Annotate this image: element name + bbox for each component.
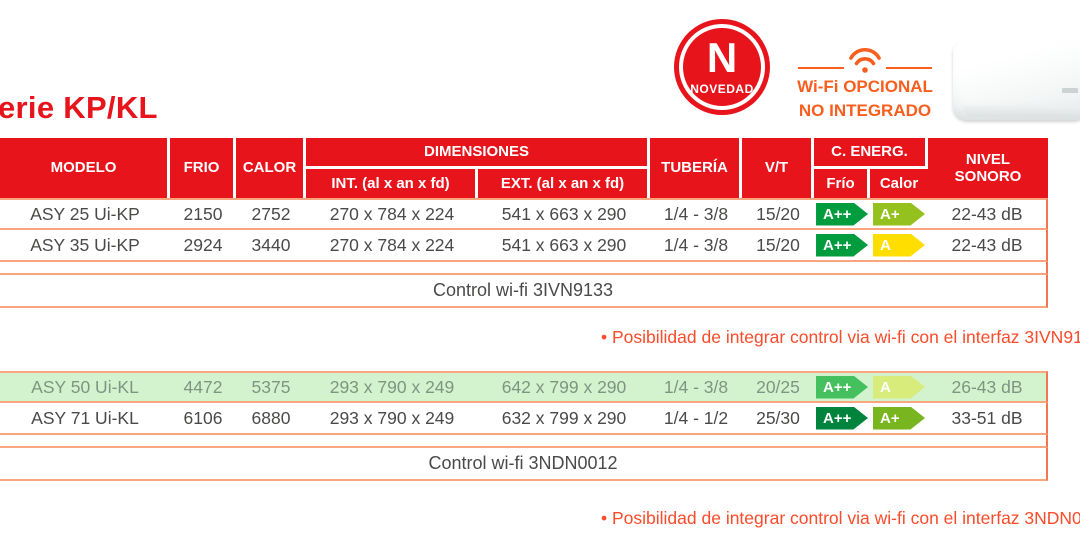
frio-cell: 6106 bbox=[170, 403, 236, 435]
novedad-label: NOVEDAD bbox=[690, 82, 754, 96]
modelo-cell: ASY 71 Ui-KL bbox=[0, 403, 170, 435]
energy-badge-calor: A+ bbox=[873, 202, 926, 226]
dim-int-cell: 270 x 784 x 224 bbox=[306, 230, 478, 262]
novedad-badge-icon: N NOVEDAD bbox=[679, 24, 765, 110]
wifi-note-kl: • Posibilidad de integrar control via wi… bbox=[601, 508, 1080, 528]
vt-cell: 15/20 bbox=[742, 198, 815, 230]
dim-ext-cell: 541 x 663 x 290 bbox=[478, 230, 651, 262]
energy-frio-cell: A++ bbox=[814, 230, 871, 262]
energy-frio-cell: A++ bbox=[814, 371, 870, 403]
modelo-cell: ASY 25 Ui-KP bbox=[0, 198, 170, 230]
table-header: MODELO FRIO CALOR DIMENSIONES TUBERÍA V/… bbox=[0, 138, 1049, 198]
modelo-cell: ASY 50 Ui-KL bbox=[0, 371, 170, 403]
ac-brand-mark bbox=[1062, 88, 1078, 93]
col-header-frio: FRIO bbox=[170, 138, 236, 198]
control-wifi-text: Control wi-fi 3IVN9133 bbox=[0, 275, 1049, 308]
frio-cell: 4472 bbox=[170, 371, 236, 403]
col-header-calor: CALOR bbox=[236, 138, 306, 198]
divider-line bbox=[886, 67, 932, 69]
wifi-not-integrated-text: NO INTEGRADO bbox=[798, 100, 932, 120]
dim-int-cell: 270 x 784 x 224 bbox=[306, 198, 478, 230]
air-conditioner-image bbox=[953, 42, 1080, 120]
control-wifi-text: Control wi-fi 3NDN0012 bbox=[0, 448, 1048, 481]
series-title: erie KP/KL bbox=[0, 90, 158, 125]
col-header-c-energ: C. ENERG. bbox=[814, 138, 929, 169]
energy-calor-cell: A bbox=[870, 230, 929, 262]
energy-badge-frio: A++ bbox=[816, 202, 869, 226]
spacer-row bbox=[0, 435, 1048, 448]
col-header-dim-ext: EXT. (al x an x fd) bbox=[478, 169, 651, 198]
nivel-sonoro-cell: 33-51 dB bbox=[928, 403, 1048, 435]
tuberia-cell: 1/4 - 3/8 bbox=[650, 371, 742, 403]
tuberia-cell: 1/4 - 1/2 bbox=[650, 403, 742, 435]
col-header-energ-frio: Frío bbox=[814, 169, 871, 198]
energy-frio-cell: A++ bbox=[814, 403, 870, 435]
energy-calor-cell: A+ bbox=[870, 403, 928, 435]
nivel-sonoro-cell: 22-43 dB bbox=[928, 230, 1049, 262]
table-row: ASY 71 Ui-KL 6106 6880 293 x 790 x 249 6… bbox=[0, 403, 1048, 435]
frio-cell: 2924 bbox=[170, 230, 236, 262]
energy-calor-cell: A+ bbox=[870, 198, 929, 230]
energy-badge-calor: A bbox=[873, 375, 925, 399]
dim-ext-cell: 642 x 799 x 290 bbox=[478, 371, 650, 403]
energy-badge-calor: A+ bbox=[873, 406, 925, 430]
nivel-line2: SONORO bbox=[954, 168, 1022, 185]
control-wifi-row: Control wi-fi 3NDN0012 bbox=[0, 448, 1048, 481]
modelo-cell: ASY 35 Ui-KP bbox=[0, 230, 170, 262]
ac-bottom-flap bbox=[963, 106, 1080, 117]
dim-ext-cell: 632 x 799 x 290 bbox=[478, 403, 650, 435]
col-header-nivel-sonoro: NIVEL SONORO bbox=[928, 138, 1049, 198]
nivel-sonoro-cell: 26-43 dB bbox=[928, 371, 1048, 403]
nivel-sonoro-cell: 22-43 dB bbox=[928, 198, 1049, 230]
energy-badge-frio: A++ bbox=[816, 375, 868, 399]
calor-cell: 3440 bbox=[236, 230, 306, 262]
col-header-vt: V/T bbox=[742, 138, 815, 198]
divider-line bbox=[798, 67, 844, 69]
table-row-highlighted: ASY 50 Ui-KL 4472 5375 293 x 790 x 249 6… bbox=[0, 371, 1048, 403]
calor-cell: 2752 bbox=[236, 198, 306, 230]
frio-cell: 2150 bbox=[170, 198, 236, 230]
table-row: ASY 35 Ui-KP 2924 3440 270 x 784 x 224 5… bbox=[0, 230, 1049, 262]
calor-cell: 5375 bbox=[236, 371, 306, 403]
spec-table-kp: MODELO FRIO CALOR DIMENSIONES TUBERÍA V/… bbox=[0, 138, 1049, 308]
wifi-optional-block: Wi-Fi OPCIONAL NO INTEGRADO bbox=[793, 46, 937, 121]
spacer-row bbox=[0, 262, 1049, 275]
energy-badge-calor: A bbox=[873, 233, 926, 257]
energy-badge-frio: A++ bbox=[816, 406, 868, 430]
nivel-line1: NIVEL bbox=[965, 150, 1011, 168]
col-header-energ-calor: Calor bbox=[870, 169, 929, 198]
tuberia-cell: 1/4 - 3/8 bbox=[650, 198, 743, 230]
col-header-dimensiones: DIMENSIONES bbox=[306, 138, 651, 169]
energy-badge-frio: A++ bbox=[816, 233, 869, 257]
vt-cell: 20/25 bbox=[742, 371, 814, 403]
vt-cell: 25/30 bbox=[742, 403, 814, 435]
col-header-modelo: MODELO bbox=[0, 138, 170, 198]
table-row: ASY 25 Ui-KP 2150 2752 270 x 784 x 224 5… bbox=[0, 198, 1049, 230]
energy-calor-cell: A bbox=[870, 371, 928, 403]
wifi-icon-row bbox=[793, 46, 937, 74]
energy-frio-cell: A++ bbox=[814, 198, 871, 230]
vt-cell: 15/20 bbox=[742, 230, 815, 262]
dim-int-cell: 293 x 790 x 249 bbox=[306, 403, 478, 435]
spec-table-kl: ASY 50 Ui-KL 4472 5375 293 x 790 x 249 6… bbox=[0, 371, 1048, 481]
dim-ext-cell: 541 x 663 x 290 bbox=[478, 198, 651, 230]
wifi-icon bbox=[849, 48, 881, 73]
novedad-letter: N bbox=[706, 34, 738, 81]
col-header-dim-int: INT. (al x an x fd) bbox=[306, 169, 478, 198]
dim-int-cell: 293 x 790 x 249 bbox=[306, 371, 478, 403]
wifi-optional-text: Wi-Fi OPCIONAL bbox=[797, 77, 933, 96]
tuberia-cell: 1/4 - 3/8 bbox=[650, 230, 743, 262]
control-wifi-row: Control wi-fi 3IVN9133 bbox=[0, 275, 1049, 308]
wifi-note-kp: • Posibilidad de integrar control via wi… bbox=[601, 327, 1080, 347]
col-header-tuberia: TUBERÍA bbox=[650, 138, 743, 198]
calor-cell: 6880 bbox=[236, 403, 306, 435]
